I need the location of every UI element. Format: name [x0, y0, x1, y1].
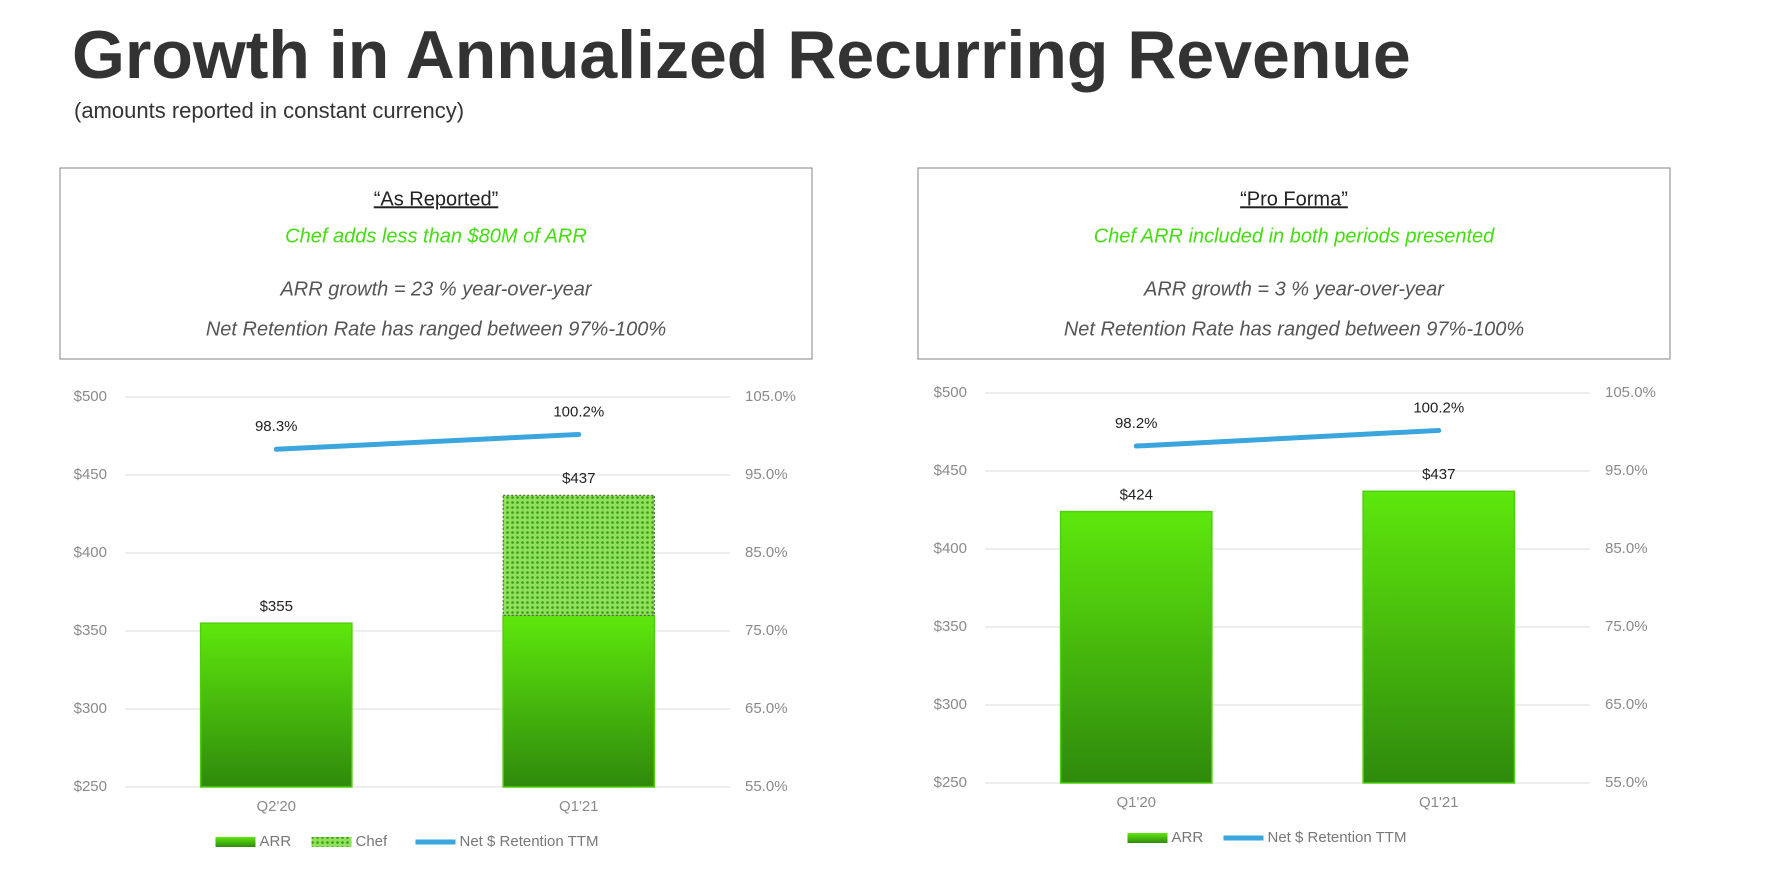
- y2-tick-label: 75.0%: [745, 622, 788, 639]
- data-label: 100.2%: [1413, 399, 1464, 416]
- bar: [199, 622, 353, 788]
- line: [1133, 427, 1442, 449]
- legend-label: Net $ Retention TTM: [1268, 829, 1407, 846]
- y2-tick-label: 105.0%: [1605, 384, 1656, 401]
- box-heading: “Pro Forma”: [1240, 188, 1348, 210]
- box-note: Chef adds less than $80M of ARR: [285, 225, 587, 247]
- box-line: ARR growth = 23 % year-over-year: [279, 278, 592, 300]
- info-box: [917, 167, 1671, 360]
- box-note: Chef ARR included in both periods presen…: [1094, 225, 1495, 247]
- bar: [502, 494, 655, 616]
- legend-label: Chef: [356, 833, 389, 850]
- box-line: Net Retention Rate has ranged between 97…: [206, 318, 666, 340]
- y-tick-label: $350: [74, 622, 107, 639]
- y-tick-label: $250: [74, 778, 107, 795]
- y-tick-label: $400: [74, 544, 107, 561]
- y2-tick-label: 75.0%: [1605, 618, 1648, 635]
- data-label: 100.2%: [553, 403, 604, 420]
- y2-tick-label: 95.0%: [1605, 462, 1648, 479]
- y-tick-label: $350: [934, 618, 967, 635]
- bar: [1059, 510, 1213, 784]
- data-label: $437: [1422, 466, 1455, 483]
- x-tick-label: Q1'21: [1419, 794, 1459, 811]
- x-tick-label: Q1'20: [1116, 794, 1156, 811]
- y2-tick-label: 85.0%: [1605, 540, 1648, 557]
- y2-tick-label: 65.0%: [745, 700, 788, 717]
- bar: [1362, 490, 1516, 784]
- y-tick-label: $500: [74, 388, 107, 405]
- y-tick-label: $400: [934, 540, 967, 557]
- y2-tick-label: 85.0%: [745, 544, 788, 561]
- line: [273, 431, 582, 452]
- data-label: 98.3%: [255, 418, 298, 435]
- box-heading: “As Reported”: [374, 188, 499, 210]
- page-title: Growth in Annualized Recurring Revenue: [72, 17, 1411, 93]
- legend-label: ARR: [260, 833, 292, 850]
- legend-swatch: [215, 837, 256, 847]
- info-box: [59, 167, 813, 360]
- y-tick-label: $450: [934, 462, 967, 479]
- y2-tick-label: 55.0%: [745, 778, 788, 795]
- y2-tick-label: 95.0%: [745, 466, 788, 483]
- y-tick-label: $250: [934, 774, 967, 791]
- x-tick-label: Q2'20: [256, 798, 296, 815]
- y2-tick-label: 105.0%: [745, 388, 796, 405]
- x-tick-label: Q1'21: [559, 798, 599, 815]
- y2-tick-label: 55.0%: [1605, 774, 1648, 791]
- legend-label: ARR: [1172, 829, 1204, 846]
- y-tick-label: $300: [934, 696, 967, 713]
- y-tick-label: $300: [74, 700, 107, 717]
- total-label: $437: [562, 470, 595, 487]
- page-subtitle: (amounts reported in constant currency): [74, 98, 464, 123]
- total-label: $355: [260, 598, 293, 615]
- y-tick-label: $450: [74, 466, 107, 483]
- data-label: 98.2%: [1115, 415, 1158, 432]
- bar: [502, 614, 656, 788]
- y-tick-label: $500: [934, 384, 967, 401]
- legend-swatch: [1127, 833, 1168, 843]
- box-line: Net Retention Rate has ranged between 97…: [1064, 318, 1524, 340]
- legend-label: Net $ Retention TTM: [460, 833, 599, 850]
- data-label: $424: [1120, 487, 1153, 504]
- legend-swatch: [311, 837, 352, 847]
- box-line: ARR growth = 3 % year-over-year: [1143, 278, 1445, 300]
- y2-tick-label: 65.0%: [1605, 696, 1648, 713]
